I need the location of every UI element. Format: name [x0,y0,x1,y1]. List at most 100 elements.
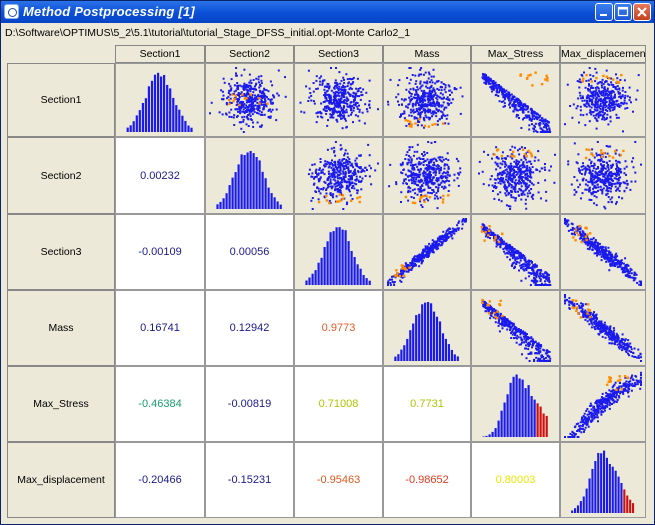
correlation-cell[interactable]: 0.7731 [383,366,471,442]
scatter-point [578,86,581,89]
scatter-plot-section2-vs-max-displacement[interactable] [560,137,646,214]
scatter-point [340,86,343,89]
scatter-point [533,124,536,127]
scatter-point [450,234,453,237]
scatter-plot-section2-vs-mass[interactable] [383,137,471,214]
scatter-point [446,179,448,182]
scatter-point [343,110,346,113]
scatter-point [485,76,487,79]
correlation-cell[interactable]: -0.20466 [115,442,205,518]
correlation-cell[interactable]: 0.00232 [115,137,205,214]
scatter-point [591,175,594,177]
scatter-point [573,176,576,178]
scatter-plot-section3-vs-max-displacement[interactable] [560,214,646,290]
scatter-plot-section1-vs-section3[interactable] [294,63,383,137]
scatter-point [630,180,633,183]
scatter-point [428,162,430,165]
scatter-point [333,146,336,149]
correlation-cell[interactable]: -0.00819 [205,366,294,442]
column-header-section2[interactable]: Section2 [205,45,294,63]
scatter-point [546,128,549,131]
column-header-max-stress[interactable]: Max_Stress [471,45,560,63]
histogram-max-stress[interactable] [471,366,560,442]
histogram-section3[interactable] [294,214,383,290]
histogram-section1[interactable] [115,63,205,137]
maximize-button[interactable] [614,3,632,21]
scatter-plot-section1-vs-mass[interactable] [383,63,471,137]
title-bar[interactable]: Method Postprocessing [1] [1,1,654,23]
histogram-section2[interactable] [205,137,294,214]
scatter-plot-section1-vs-max-stress[interactable] [471,63,560,137]
scatter-plot-section3-vs-max-stress[interactable] [471,214,560,290]
correlation-cell[interactable]: 0.71008 [294,366,383,442]
close-button[interactable] [633,3,651,21]
correlation-cell[interactable]: -0.95463 [294,442,383,518]
scatter-point [367,143,370,146]
scatter-point [502,94,505,97]
scatter-point [431,98,434,100]
correlation-cell[interactable]: -0.00109 [115,214,205,290]
correlation-cell[interactable]: 0.16741 [115,290,205,366]
scatter-point [328,162,331,165]
scatter-point [417,162,420,165]
column-header-section3[interactable]: Section3 [294,45,383,63]
correlation-cell[interactable]: -0.15231 [205,442,294,518]
scatter-plot-section1-vs-section2[interactable] [205,63,294,137]
column-header-max-displacement[interactable]: Max_displacement [560,45,646,63]
histogram-bar [518,378,521,437]
correlation-cell[interactable]: -0.98652 [383,442,471,518]
scatter-point [528,260,531,263]
scatter-point [610,104,613,106]
column-header-section1[interactable]: Section1 [115,45,205,63]
scatter-point [427,92,430,95]
outlier-point [328,201,331,205]
histogram-mass[interactable] [383,290,471,366]
correlation-cell[interactable]: 0.9773 [294,290,383,366]
scatter-point [618,104,621,107]
outlier-point [572,236,575,239]
scatter-point [543,119,546,122]
scatter-plot-section2-vs-section3[interactable] [294,137,383,214]
app-icon[interactable] [4,4,19,19]
scatter-point [444,235,447,238]
scatter-point [616,171,619,173]
scatter-point [614,177,617,180]
outlier-point [497,240,501,244]
scatter-point [536,131,539,133]
scatter-point [485,80,488,83]
scatter-point [343,158,346,160]
correlation-cell[interactable]: 0.80003 [471,442,560,518]
scatter-point [490,233,493,236]
histogram-bar [147,86,150,132]
scatter-point [247,84,250,87]
scatter-plot-section1-vs-max-displacement[interactable] [560,63,646,137]
scatter-point [497,95,500,97]
scatter-point [511,177,514,180]
scatter-point [596,246,599,249]
scatter-point [436,87,439,90]
scatter-point [593,174,596,177]
histogram-max-displacement[interactable] [560,442,646,518]
correlation-cell[interactable]: 0.12942 [205,290,294,366]
minimize-button[interactable] [595,3,613,21]
scatter-plot-section3-vs-mass[interactable] [383,214,471,290]
scatter-point [424,103,427,106]
scatter-point [413,164,416,166]
scatter-point [424,114,427,117]
correlation-cell[interactable]: -0.46384 [115,366,205,442]
histogram-bar [243,155,246,209]
column-header-mass[interactable]: Mass [383,45,471,63]
scatter-plot-section2-vs-max-stress[interactable] [471,137,560,214]
outlier-point [403,267,407,270]
scatter-point [599,188,602,191]
scatter-plot-mass-vs-max-stress[interactable] [471,290,560,366]
scatter-point [257,94,259,97]
scatter-point [513,176,516,179]
scatter-point [544,277,547,279]
correlation-cell[interactable]: 0.00056 [205,214,294,290]
scatter-point [591,176,594,179]
scatter-point [587,96,590,99]
scatter-point [418,99,421,102]
scatter-point [411,165,414,168]
scatter-point [509,162,512,165]
